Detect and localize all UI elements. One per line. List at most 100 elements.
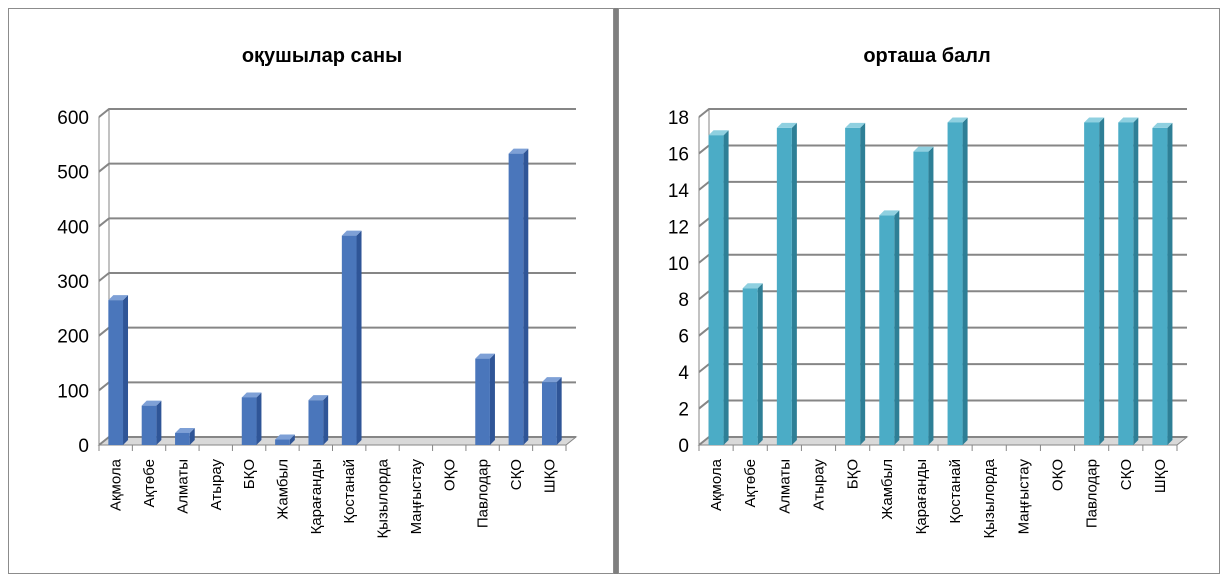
bar-front — [1118, 122, 1134, 445]
bar-side — [156, 400, 162, 445]
gridline — [698, 363, 1187, 373]
bar-front — [879, 215, 895, 445]
bar-top — [341, 230, 362, 236]
bar-top — [1152, 122, 1173, 128]
bar-side — [523, 148, 529, 446]
x-category-label: ОҚО — [441, 459, 458, 491]
x-category-label: БҚО — [241, 459, 258, 489]
bar-front — [708, 135, 724, 445]
bar-side — [489, 353, 495, 445]
bar-top — [947, 117, 968, 123]
bar-front — [341, 235, 357, 445]
bar-side — [356, 230, 362, 445]
bar-top — [541, 377, 562, 383]
plot-area: 0 100 200 300 400 500 600 Ақмола Ақтөбе Алматы Аты… — [57, 108, 578, 539]
bar — [845, 122, 866, 445]
panel-divider — [614, 8, 618, 574]
x-category-label: СҚО — [1118, 459, 1135, 490]
bar-top — [1118, 117, 1139, 123]
bar — [241, 392, 262, 445]
y-tick-label: 500 — [57, 163, 89, 184]
x-category-label: Павлодар — [1084, 459, 1101, 528]
bar-top — [1084, 117, 1105, 123]
bar — [947, 117, 968, 445]
x-category-label: Қарағанды — [308, 459, 325, 534]
x-category-label: Қызылорда — [981, 458, 998, 538]
x-category-label: Қызылорда — [375, 458, 392, 538]
gridline — [98, 272, 576, 282]
bar-top — [508, 148, 529, 154]
gridline — [98, 217, 576, 228]
gridline — [98, 162, 576, 173]
bar-top — [742, 283, 763, 289]
y-tick-label: 2 — [678, 400, 689, 421]
x-category-label: БҚО — [845, 459, 862, 489]
bar-top — [879, 210, 900, 216]
gridline — [698, 108, 1187, 118]
bar-side — [189, 427, 195, 445]
bar-top — [708, 130, 729, 136]
bar-front — [241, 397, 257, 445]
gridline — [98, 381, 576, 392]
average-score-chart-svg: орташа балл 0 2 4 6 8 10 12 14 16 18 Ақмола Ақтөбе А… — [668, 45, 1189, 539]
gridline — [98, 108, 576, 118]
x-category-label: Ақмола — [108, 458, 125, 511]
bar-front — [776, 127, 792, 445]
chart-panel-average-score: орташа балл 0 2 4 6 8 10 12 14 16 18 Ақмола Ақтөбе А… — [618, 8, 1220, 574]
y-tick-label: 12 — [668, 217, 689, 238]
bar — [708, 130, 729, 445]
bar — [1118, 117, 1139, 445]
x-category-label: Қарағанды — [913, 459, 930, 534]
y-tick-label: 300 — [57, 272, 89, 293]
bar-side — [289, 434, 295, 445]
gridline — [698, 326, 1187, 337]
bar-top — [141, 400, 162, 406]
bar-front — [275, 439, 290, 445]
gridline — [698, 144, 1187, 155]
y-tick-label: 8 — [678, 290, 689, 311]
x-category-label: Алматы — [776, 459, 793, 514]
gridline — [698, 399, 1187, 410]
x-category-label: Маңғыстау — [1015, 459, 1032, 535]
x-category-label: Атырау — [811, 459, 828, 511]
bar — [475, 353, 495, 445]
bar-side — [1133, 117, 1139, 445]
chart-title: оқушылар саны — [242, 45, 402, 67]
bar-front — [141, 405, 157, 445]
x-category-label: Жамбыл — [274, 459, 291, 520]
x-category-label: ШҚО — [541, 459, 558, 493]
bar-side — [723, 130, 729, 445]
bar-side — [860, 122, 866, 445]
bar — [175, 427, 195, 445]
gridline — [698, 217, 1187, 228]
y-tick-label: 200 — [57, 327, 89, 348]
y-tick-label: 0 — [678, 436, 689, 457]
x-category-label: ОҚО — [1050, 459, 1067, 491]
bar-front — [913, 151, 929, 445]
x-category-label: Қостанай — [341, 459, 358, 524]
y-tick-label: 100 — [57, 381, 89, 402]
bar-side — [962, 117, 968, 445]
bar-top — [108, 295, 129, 301]
y-tick-label: 400 — [57, 217, 89, 238]
bar — [1084, 117, 1105, 445]
bar-top — [275, 434, 295, 440]
bar — [541, 377, 562, 445]
bar-front — [541, 382, 557, 445]
y-tick-label: 10 — [668, 254, 689, 275]
bar-front — [508, 153, 524, 446]
x-category-label: Ақтөбе — [742, 459, 759, 508]
x-category-label: Ақтөбе — [141, 459, 158, 508]
bar-top — [475, 353, 495, 359]
bar — [508, 148, 529, 446]
bar-front — [108, 300, 124, 445]
bar-front — [947, 122, 963, 445]
bar — [776, 122, 797, 445]
y-tick-label: 14 — [668, 181, 690, 202]
bar — [913, 146, 934, 445]
bar-front — [845, 127, 861, 445]
y-tick-label: 600 — [57, 108, 89, 129]
bar-side — [556, 377, 562, 445]
x-category-label: СҚО — [508, 459, 525, 490]
plot-area: 0 2 4 6 8 10 12 14 16 18 Ақмола Ақтөбе Алматы Атырау Б… — [668, 108, 1189, 539]
